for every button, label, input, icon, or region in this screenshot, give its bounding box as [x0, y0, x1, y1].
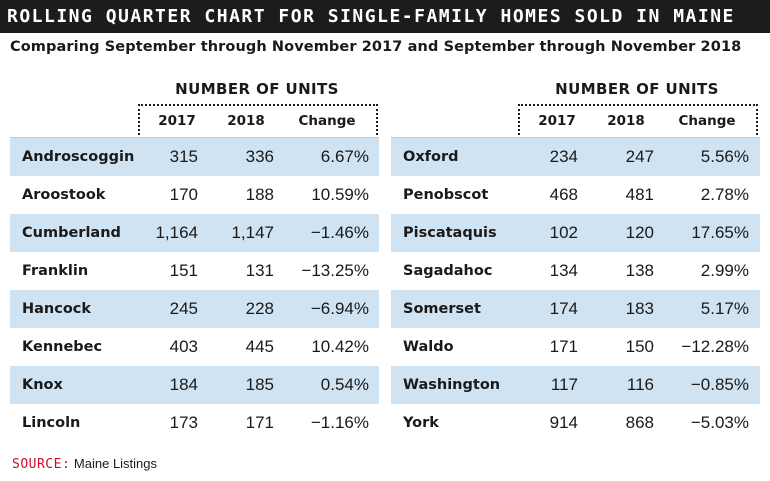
table-row: Sagadahoc 134 138 2.99%: [391, 252, 760, 290]
table-row: Somerset 174 183 5.17%: [391, 290, 760, 328]
units-2018: 183: [625, 299, 654, 318]
header-change: Change: [678, 112, 736, 129]
county-name: Waldo: [403, 339, 454, 355]
county-name: Oxford: [403, 149, 459, 165]
percent-change: 17.65%: [691, 223, 749, 242]
header-2017: 2017: [538, 112, 576, 129]
table-row: Penobscot 468 481 2.78%: [391, 176, 760, 214]
source-text: Maine Listings: [73, 456, 158, 471]
table-row: Oxford 234 247 5.56%: [391, 138, 760, 176]
units-2017: 171: [549, 337, 578, 356]
percent-change: −1.16%: [310, 413, 369, 432]
units-2017: 1,164: [155, 223, 198, 242]
units-2017: 315: [169, 147, 198, 166]
percent-change: −13.25%: [301, 261, 369, 280]
percent-change: −6.94%: [310, 299, 369, 318]
county-name: Cumberland: [22, 225, 121, 241]
county-name: Kennebec: [22, 339, 103, 355]
table-row: Cumberland 1,164 1,147 −1.46%: [10, 214, 379, 252]
source-label: SOURCE:: [12, 457, 71, 472]
units-2018: 116: [626, 375, 654, 394]
county-name: Lincoln: [22, 415, 81, 431]
units-2018: 247: [625, 147, 654, 166]
county-name: Knox: [22, 377, 63, 393]
units-2017: 117: [550, 375, 578, 394]
county-name: Sagadahoc: [403, 263, 493, 279]
column-headers: 2017 2018 Change: [518, 104, 758, 135]
table-row: Piscataquis 102 120 17.65%: [391, 214, 760, 252]
county-name: Hancock: [22, 301, 92, 317]
units-2018: 1,147: [231, 223, 274, 242]
units-2018: 868: [625, 413, 654, 432]
units-2018: 336: [245, 147, 274, 166]
table-row: Washington 117 116 −0.85%: [391, 366, 760, 404]
percent-change: 2.99%: [700, 261, 749, 280]
table-row: Waldo 171 150 −12.28%: [391, 328, 760, 366]
percent-change: 10.42%: [311, 337, 369, 356]
table-row: Knox 184 185 0.54%: [10, 366, 379, 404]
units-group-header: NUMBER OF UNITS: [555, 80, 719, 98]
county-name: Piscataquis: [403, 225, 497, 241]
county-name: Penobscot: [403, 187, 489, 203]
chart-title: ROLLING QUARTER CHART FOR SINGLE-FAMILY …: [0, 0, 770, 33]
units-2017: 151: [169, 261, 198, 280]
chart-subtitle: Comparing September through November 201…: [10, 39, 742, 55]
units-2018: 131: [245, 261, 274, 280]
units-2018: 120: [625, 223, 654, 242]
county-name: York: [403, 415, 439, 431]
table-row: Lincoln 173 171 −1.16%: [10, 404, 379, 442]
county-name: Washington: [403, 377, 501, 393]
column-headers: 2017 2018 Change: [138, 104, 378, 135]
units-2018: 188: [245, 185, 274, 204]
percent-change: −1.46%: [310, 223, 369, 242]
table-row: Androscoggin 315 336 6.67%: [10, 138, 379, 176]
percent-change: −5.03%: [690, 413, 749, 432]
units-2017: 134: [549, 261, 578, 280]
units-2017: 234: [549, 147, 578, 166]
units-2018: 138: [625, 261, 654, 280]
units-2017: 174: [549, 299, 578, 318]
percent-change: −0.85%: [690, 375, 749, 394]
county-name: Aroostook: [22, 187, 106, 203]
units-2018: 150: [625, 337, 654, 356]
units-2018: 445: [245, 337, 274, 356]
units-2018: 171: [245, 413, 274, 432]
percent-change: 5.17%: [700, 299, 749, 318]
percent-change: 10.59%: [311, 185, 369, 204]
table-body: Oxford 234 247 5.56% Penobscot 468 481 2…: [391, 137, 760, 442]
units-2017: 173: [169, 413, 198, 432]
percent-change: −12.28%: [681, 337, 749, 356]
header-2018: 2018: [607, 112, 645, 129]
units-2018: 481: [625, 185, 654, 204]
units-2018: 228: [245, 299, 274, 318]
county-name: Somerset: [403, 301, 481, 317]
percent-change: 5.56%: [700, 147, 749, 166]
percent-change: 6.67%: [320, 147, 369, 166]
header-2018: 2018: [227, 112, 265, 129]
units-2017: 914: [549, 413, 578, 432]
table-row: Kennebec 403 445 10.42%: [10, 328, 379, 366]
percent-change: 0.54%: [320, 375, 369, 394]
table-row: York 914 868 −5.03%: [391, 404, 760, 442]
table-body: Androscoggin 315 336 6.67% Aroostook 170…: [10, 137, 379, 442]
table-row: Aroostook 170 188 10.59%: [10, 176, 379, 214]
header-change: Change: [298, 112, 356, 129]
source-note: SOURCE: Maine Listings: [12, 456, 157, 472]
units-2017: 245: [169, 299, 198, 318]
units-2017: 403: [169, 337, 198, 356]
units-2018: 185: [245, 375, 274, 394]
header-2017: 2017: [158, 112, 196, 129]
county-name: Androscoggin: [22, 149, 135, 165]
units-group-header: NUMBER OF UNITS: [175, 80, 339, 98]
percent-change: 2.78%: [700, 185, 749, 204]
table-row: Hancock 245 228 −6.94%: [10, 290, 379, 328]
county-name: Franklin: [22, 263, 89, 279]
units-2017: 468: [549, 185, 578, 204]
units-2017: 102: [549, 223, 578, 242]
units-2017: 184: [169, 375, 198, 394]
units-2017: 170: [169, 185, 198, 204]
table-row: Franklin 151 131 −13.25%: [10, 252, 379, 290]
